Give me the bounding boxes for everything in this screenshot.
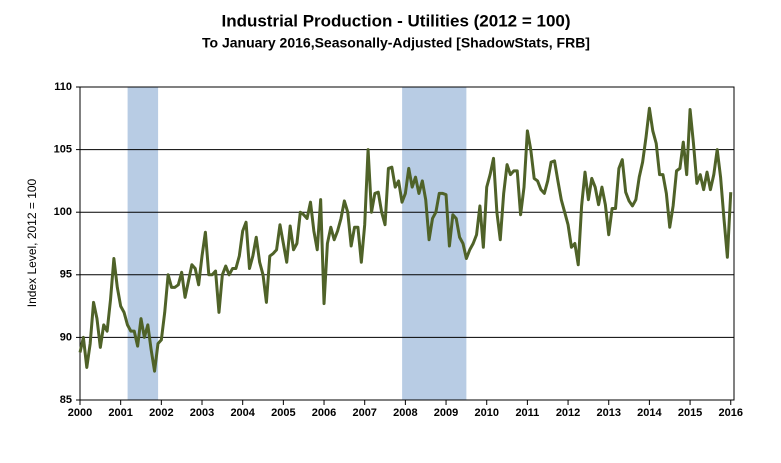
x-tick-label: 2004 [230, 407, 255, 419]
y-tick-label: 90 [60, 331, 72, 343]
x-tick-label: 2011 [515, 407, 539, 419]
x-tick-label: 2006 [312, 407, 336, 419]
x-tick-label: 2010 [474, 407, 498, 419]
x-tick-label: 2005 [271, 407, 295, 419]
y-tick-label: 100 [54, 206, 72, 218]
shaded-period [127, 87, 159, 400]
x-tick-label: 2001 [108, 407, 132, 419]
chart-title: Industrial Production - Utilities (2012 … [221, 11, 570, 30]
x-tick-label: 2000 [68, 407, 92, 419]
y-tick-label: 105 [54, 144, 72, 156]
y-tick-label: 95 [60, 269, 72, 281]
x-tick-label: 2016 [719, 407, 743, 419]
x-tick-label: 2012 [556, 407, 580, 419]
x-tick-label: 2009 [434, 407, 458, 419]
series-line [78, 106, 733, 373]
y-tick-label: 85 [60, 394, 72, 406]
plot-border [79, 86, 735, 401]
y-tick-label: 110 [54, 81, 72, 93]
x-tick-label: 2003 [190, 407, 214, 419]
x-tick-label: 2007 [352, 407, 376, 419]
x-tick-label: 2013 [596, 407, 620, 419]
x-tick-label: 2002 [149, 407, 173, 419]
shaded-period [402, 87, 467, 400]
chart-subtitle: To January 2016,Seasonally-Adjusted [Sha… [202, 35, 590, 51]
x-tick-label: 2008 [393, 407, 417, 419]
x-tick-label: 2014 [637, 407, 662, 419]
x-tick-label: 2015 [678, 407, 702, 419]
y-axis-label: Index Level, 2012 = 100 [25, 178, 39, 307]
